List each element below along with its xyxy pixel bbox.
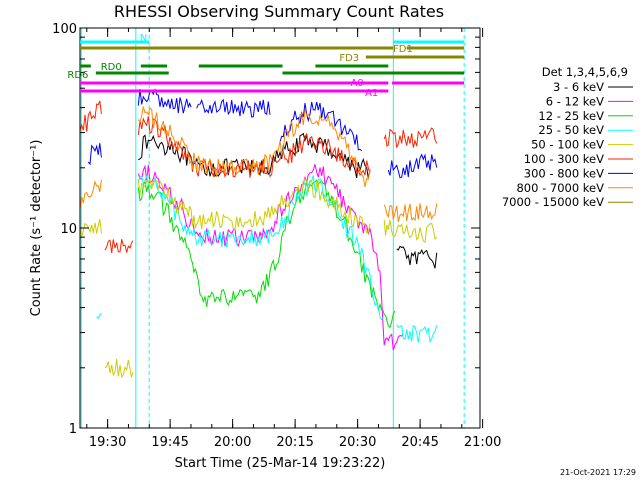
series-25-50-kev [96,175,438,344]
legend-label: 50 - 100 keV [531,138,604,152]
series-12-25-kev [137,178,396,329]
series-line [383,219,438,244]
series-line [396,245,438,269]
status-bar-label-rd0: RD0 [101,62,122,73]
x-tick-label: 19:30 [89,435,126,450]
series-line [96,312,102,320]
legend-title: Det 1,3,4,5,6,9 [542,65,628,79]
y-tick-label: 1 [69,422,77,437]
x-tick-label: 19:45 [151,435,188,450]
y-tick-label: 10 [60,222,77,237]
series-line [79,179,102,209]
series-800-7000-kev [79,106,438,223]
x-tick-label: 20:45 [401,435,438,450]
x-tick-label: 20:15 [276,435,313,450]
series-300-800-kev [87,88,438,179]
series-line [79,100,102,132]
legend-label: 300 - 800 keV [524,166,604,180]
legend-label: 100 - 300 keV [524,152,604,166]
series-line [137,177,371,234]
series-line [137,164,404,351]
series-line [137,175,384,321]
x-tick-label: 20:30 [339,435,376,450]
series-line [87,143,102,166]
status-bar-label-a0: A0 [350,78,363,89]
plot-area [79,28,465,428]
x-tick-label: 21:00 [464,435,501,450]
legend-label: 7000 - 15000 keV [502,195,604,209]
series-line [196,98,271,118]
status-bar-label-n: N [140,33,147,44]
legend-label: 800 - 7000 keV [516,181,604,195]
series-line [104,239,134,254]
x-axis: 19:30 19:45 20:00 20:15 20:30 20:45 21:00 [86,28,501,450]
x-axis-label: Start Time (25-Mar-14 19:23:22) [175,456,386,471]
status-bar-label-rd6: RD6 [67,70,88,81]
series-line [137,178,396,329]
chart-title: RHESSI Observing Summary Count Rates [114,2,444,21]
y-axis: 1 10 100 [52,22,480,437]
generation-timestamp: 21-Oct-2021 17:29 [560,468,636,477]
y-axis-label: Count Rate (s⁻¹ detector⁻¹) [29,140,44,317]
series-line [138,132,371,179]
series-line [137,116,371,178]
legend-label: 25 - 50 keV [538,123,604,137]
x-tick-label: 20:00 [214,435,251,450]
series-line [396,324,438,344]
status-bar-label-fd3: FD3 [339,53,359,64]
status-bar-label-fd1: FD1 [393,44,413,55]
legend-label: 3 - 6 keV [553,80,604,94]
series-line [137,88,192,114]
series-6-12-kev [137,164,404,351]
series-line [383,127,438,148]
legend-label: 12 - 25 keV [538,109,604,123]
status-bar-label-a1: A1 [365,88,378,99]
series-line [79,218,102,238]
series-line [137,106,371,187]
series-line [383,203,438,223]
series-line [279,101,363,152]
series-50-100-kev [79,177,438,379]
series-line [104,359,134,379]
series-line [387,153,438,179]
series-100-300-kev [79,100,438,254]
legend-label: 6 - 12 keV [546,94,604,108]
y-tick-label: 100 [52,22,77,37]
series-3-6-kev [138,132,438,269]
